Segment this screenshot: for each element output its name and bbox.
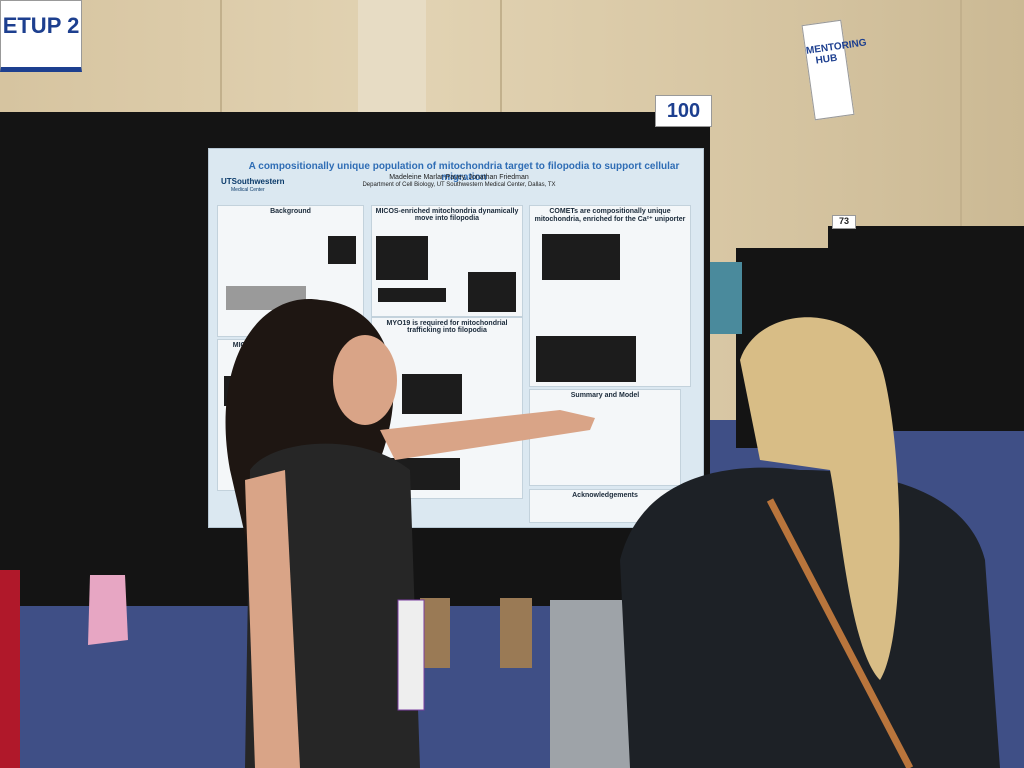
figure xyxy=(376,236,428,280)
wall-seam xyxy=(960,0,962,250)
blonde-jacket xyxy=(620,467,1000,768)
woman-face xyxy=(333,335,397,425)
figure xyxy=(542,234,620,280)
institution: UTSouthwestern xyxy=(221,177,285,186)
section-title: Summary and Model xyxy=(570,392,640,399)
poster-title: A compositionally unique population of m… xyxy=(248,161,680,183)
section-title: Background xyxy=(270,208,311,215)
blonde-hair xyxy=(740,317,900,680)
person-leg xyxy=(0,570,20,768)
section-title: COMETs are compositionally unique mitoch… xyxy=(534,208,686,223)
figure xyxy=(378,288,446,302)
woman-arm xyxy=(380,410,595,460)
department: Department of Cell Biology, UT Southwest… xyxy=(362,182,556,188)
institution-sub: Medical Center xyxy=(231,187,265,193)
figure xyxy=(328,236,356,264)
figure xyxy=(402,374,462,414)
person-leg xyxy=(500,598,532,668)
person-feet xyxy=(88,575,128,645)
authors: Madeleine Marlar-Pavey, Jonathan Friedma… xyxy=(389,174,529,181)
sign-left: ETUP 2 xyxy=(0,0,82,72)
woman-arm xyxy=(245,470,300,768)
board-number: 100 xyxy=(655,95,712,127)
section-title: Acknowledgements xyxy=(572,492,638,499)
badge xyxy=(397,599,425,711)
person-leg xyxy=(420,598,450,668)
section-title: MYO19 is required for mitochondrial traf… xyxy=(386,320,508,334)
bag-strap xyxy=(766,498,914,768)
figure xyxy=(468,272,516,312)
pillar xyxy=(358,0,426,112)
section-title: MICOS-enriched mitochondria dynamically … xyxy=(375,208,519,222)
section: COMETs are compositionally unique mitoch… xyxy=(529,205,691,387)
person-leg xyxy=(550,600,630,768)
figure xyxy=(536,336,636,382)
section: MICOS-enriched mitochondria dynamically … xyxy=(371,205,523,317)
board-number: 73 xyxy=(832,215,856,229)
section: Summary and Model xyxy=(529,389,681,486)
